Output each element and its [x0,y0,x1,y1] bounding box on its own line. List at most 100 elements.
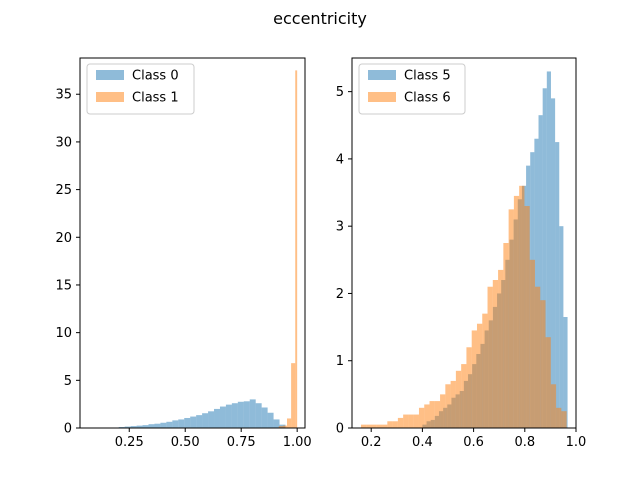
histogram-bar [413,414,419,428]
histogram-bar [249,399,256,428]
y-tick-label: 0 [64,422,72,437]
histogram-bar [503,243,509,428]
legend-swatch [96,92,124,102]
histogram-bar [371,424,377,428]
legend-label: Class 6 [404,91,451,106]
histogram-bar [487,286,493,428]
histogram-bar [555,142,560,428]
histogram-bar [434,401,441,428]
histogram-bar [267,412,274,428]
histogram-bar [561,411,567,428]
histogram-bar [450,380,456,428]
histogram-bar [148,424,155,428]
histogram-bar [476,323,483,428]
histogram-bar [513,195,520,428]
histogram-bar [243,401,250,428]
y-tick-label: 15 [55,278,72,293]
y-tick-label: 1 [336,354,344,369]
histogram-bar [219,406,226,428]
histogram-bar [214,408,220,428]
histogram-bar [508,209,514,428]
x-tick-label: 0.2 [361,435,382,450]
histogram-bar [498,269,504,428]
axes-frame [79,57,306,429]
histogram-bar [231,403,238,428]
legend-label: Class 5 [404,69,451,84]
histogram-bar [154,423,161,428]
histogram-bar [237,401,244,428]
histogram-bar [208,411,215,428]
histogram-bar [366,424,372,428]
y-tick-label: 3 [336,220,344,235]
histogram-bar [455,370,462,428]
histogram-bar [196,415,203,428]
histogram-bar [408,414,414,428]
histogram-bar [471,330,477,428]
subplot-2: 0.2 0.4 0.6 0.8 1.0 0 1 2 3 4 5 Class 5 Class 6 [336,57,586,450]
histogram-bar [534,138,539,428]
axes-frame [351,57,577,429]
histogram-bar [519,185,525,428]
y-tick-label: 4 [336,152,344,167]
histogram-bar [130,426,137,428]
series-class-1 [278,70,298,428]
legend-label: Class 1 [132,91,179,106]
x-tick-label: 0.75 [227,435,256,450]
histogram-bar [418,407,425,428]
series-class-6 [360,185,567,428]
histogram-bar [392,421,398,428]
histogram-bar [538,115,543,428]
histogram-bar [556,407,562,428]
y-tick-label: 25 [55,183,72,198]
histogram-bar [534,286,541,428]
histogram-bar [291,363,296,428]
histogram-bar [492,280,499,428]
legend-swatch [96,70,124,80]
histogram-bar [550,98,556,428]
histogram-bar [403,414,409,428]
legend: Class 5 Class 6 [358,63,466,115]
histogram-bar [178,419,185,428]
x-tick-label: 0.25 [115,435,144,450]
x-tick-label: 1.00 [283,435,312,450]
figure-title: eccentricity [273,9,367,28]
histogram-bar [482,313,488,428]
histogram-bar [360,424,367,428]
histogram-bar [202,413,209,428]
x-tick-label: 0.50 [171,435,200,450]
y-tick-label: 10 [55,326,72,341]
histogram-bar [440,394,446,428]
histogram-bar [559,226,564,428]
histogram-bar [278,426,283,428]
legend: Class 0 Class 1 [86,63,195,115]
y-tick-label: 30 [55,135,72,150]
y-tick-label: 2 [336,287,344,302]
histogram-bar [142,425,149,428]
y-tick-label: 5 [64,374,72,389]
legend-swatch [368,70,396,80]
histogram-bar [184,417,191,428]
histogram-bar [540,300,546,428]
series-class-0 [118,399,286,428]
histogram-bar [287,418,292,428]
histogram-bar [550,384,557,428]
histogram-bar [225,404,232,428]
histogram-bar [190,416,197,428]
x-tick-label: 0.4 [412,435,433,450]
legend-swatch [368,92,396,102]
histogram-bar [124,426,131,428]
y-tick-label: 35 [55,88,72,103]
histogram-bar [542,88,547,428]
histogram-bar [546,71,551,429]
y-tick-label: 20 [55,231,72,246]
histogram-bar [529,259,535,428]
histogram-bar [466,347,472,428]
histogram-bar [261,407,268,428]
histogram-bar [429,401,435,428]
histogram-bar [273,419,280,428]
histogram-bar [387,421,393,428]
legend-label: Class 0 [132,69,179,84]
histogram-bar [295,70,298,428]
